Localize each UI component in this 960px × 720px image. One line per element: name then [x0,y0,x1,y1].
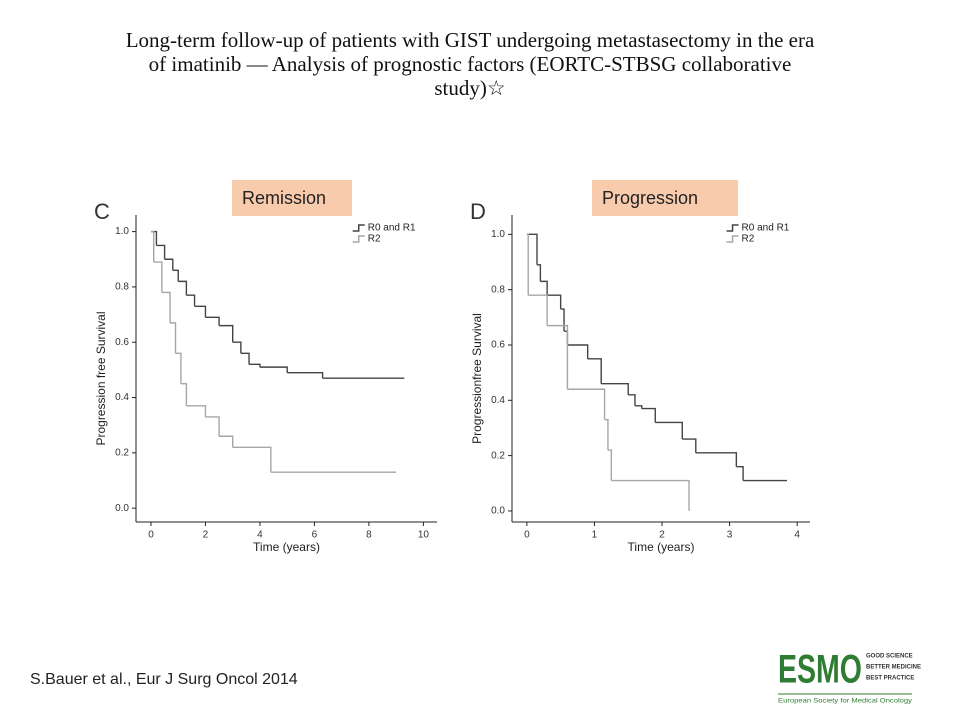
legend-key [352,224,365,232]
title-line: of imatinib — Analysis of prognostic fac… [149,52,792,76]
x-tick-label: 0 [148,530,154,541]
logo-society: European Society for Medical Oncology [778,698,913,705]
y-axis-label: Progression free Survival [94,311,108,445]
legend-key [726,224,739,232]
km-step [259,366,288,373]
km-step [161,291,171,323]
km-step [178,280,188,296]
km-step [567,344,589,359]
panel-label: Remission [242,188,326,208]
km-step [547,294,562,310]
km-step [205,316,220,326]
y-tick-label: 0.8 [491,284,505,295]
km-step [528,294,548,326]
km-step [194,305,207,318]
y-tick-label: 0.0 [115,503,129,514]
panel-letter: C [94,199,110,224]
y-tick-label: 0.6 [491,340,505,351]
x-tick-label: 10 [418,530,430,541]
km-step [634,405,643,409]
x-tick-label: 8 [366,530,372,541]
km-step [186,294,196,307]
chart: C 0.0 0.2 0.4 0.6 0.8 1.0 0 2 4 6 8 10 Time (years) Pr… [94,180,437,554]
km-step [150,230,155,263]
panel-label: Progression [602,188,698,208]
label-box [232,180,352,216]
y-tick-label: 0.4 [115,392,129,403]
km-step [164,258,174,271]
logo-tagline: BETTER MEDICINE [866,665,921,671]
km-step [232,341,242,354]
title-line: Long-term follow-up of patients with GIS… [126,28,815,52]
km-step [547,324,569,390]
x-tick-label: 2 [659,530,665,541]
km-step [175,352,182,384]
y-tick-label: 0.4 [491,395,505,406]
label-box [592,180,738,216]
km-step [695,452,738,467]
y-axis-label: Progressionfree Survival [470,313,484,444]
km-step [537,264,542,282]
km-step [240,352,250,365]
km-step [587,358,602,384]
logo-tagline: BEST PRACTICE [866,676,914,682]
logo-mark: ESMO [778,648,862,692]
km-step [232,446,272,473]
km-step [180,383,188,406]
km-step [170,322,177,354]
x-axis-label: Time (years) [253,540,320,554]
km-step [205,416,220,437]
citation: S.Bauer et al., Eur J Surg Oncol 2014 [30,671,298,688]
km-step [526,233,529,296]
legend-label: R2 [742,234,755,245]
y-tick-label: 0.8 [115,282,129,293]
y-tick-label: 0.6 [115,337,129,348]
km-step [736,465,744,481]
legend-label: R0 and R1 [368,223,416,234]
y-tick-label: 0.0 [491,506,505,517]
x-axis-label: Time (years) [628,540,695,554]
km-step [601,383,629,395]
km-step [607,449,613,481]
chart: D 0.0 0.2 0.4 0.6 0.8 1.0 0 1 2 3 4 Time (years) Prog… [470,180,810,554]
x-tick-label: 2 [203,530,209,541]
km-step [560,308,565,332]
legend-key [726,235,739,243]
y-tick-label: 0.2 [115,447,129,458]
x-tick-label: 3 [727,530,733,541]
panel-letter: D [470,199,486,224]
x-tick-label: 0 [524,530,530,541]
km-step [540,280,548,296]
km-step [153,261,163,293]
logo-tagline: GOOD SCIENCE [866,654,913,660]
km-step [219,435,234,448]
km-step [655,421,683,440]
y-tick-label: 1.0 [115,226,129,237]
km-step [611,479,690,511]
km-step [682,438,697,453]
km-step [172,269,179,282]
km-step [604,418,609,451]
legend-key [352,235,365,243]
km-step [641,407,656,423]
y-tick-label: 0.2 [491,450,505,461]
y-tick-label: 1.0 [491,229,505,240]
km-step [191,405,207,417]
x-tick-label: 6 [312,530,318,541]
km-step [219,324,234,343]
km-step [567,388,606,420]
title-line: study)☆ [434,76,505,100]
x-tick-label: 1 [592,530,598,541]
logo: ESMO GOOD SCIENCE BETTER MEDICINE BEST P… [778,648,921,705]
km-step [628,394,636,406]
km-step [249,363,261,368]
km-step [156,244,166,260]
x-tick-label: 4 [794,530,800,541]
x-tick-label: 4 [257,530,263,541]
km-step [287,371,324,379]
legend-label: R0 and R1 [742,223,790,234]
km-step [526,233,538,265]
legend-label: R2 [368,234,381,245]
